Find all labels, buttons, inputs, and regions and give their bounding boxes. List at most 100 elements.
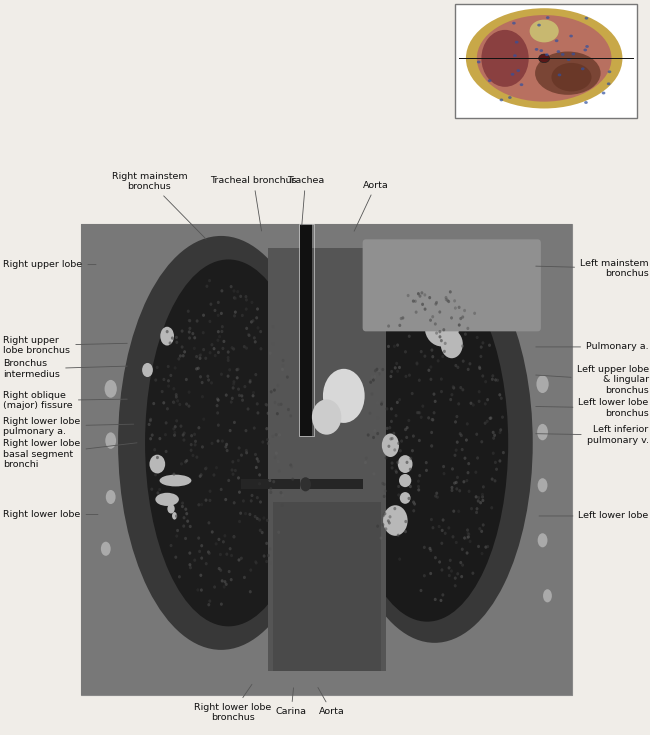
Ellipse shape <box>300 477 311 492</box>
Ellipse shape <box>159 437 161 440</box>
Ellipse shape <box>227 356 229 359</box>
Text: Right lower lobe
pulmonary a.: Right lower lobe pulmonary a. <box>3 417 134 436</box>
Ellipse shape <box>398 557 401 561</box>
Ellipse shape <box>266 438 269 441</box>
Ellipse shape <box>198 550 201 553</box>
Ellipse shape <box>188 390 190 394</box>
Ellipse shape <box>244 429 248 432</box>
Ellipse shape <box>382 514 385 517</box>
Ellipse shape <box>265 560 268 563</box>
Ellipse shape <box>376 525 379 528</box>
Ellipse shape <box>281 364 285 368</box>
Ellipse shape <box>396 534 400 537</box>
Ellipse shape <box>434 556 437 559</box>
Ellipse shape <box>217 301 220 304</box>
Ellipse shape <box>337 243 533 643</box>
Ellipse shape <box>491 378 494 381</box>
Ellipse shape <box>488 79 491 82</box>
Ellipse shape <box>197 367 200 370</box>
Ellipse shape <box>272 325 274 329</box>
Ellipse shape <box>428 547 432 550</box>
Ellipse shape <box>408 497 410 500</box>
Text: Aorta: Aorta <box>318 687 344 716</box>
Ellipse shape <box>530 20 559 43</box>
Ellipse shape <box>245 307 248 311</box>
Ellipse shape <box>463 309 466 312</box>
Ellipse shape <box>234 297 237 300</box>
Ellipse shape <box>484 402 487 406</box>
Text: Right upper
lobe bronchus: Right upper lobe bronchus <box>3 336 127 355</box>
Text: Right lower lobe: Right lower lobe <box>3 510 98 519</box>
Ellipse shape <box>383 505 408 536</box>
Ellipse shape <box>190 443 192 446</box>
Ellipse shape <box>538 533 547 548</box>
Ellipse shape <box>270 390 273 393</box>
Ellipse shape <box>227 375 229 378</box>
Ellipse shape <box>182 354 185 357</box>
Ellipse shape <box>188 327 191 330</box>
Ellipse shape <box>438 310 441 314</box>
Ellipse shape <box>216 314 220 317</box>
Ellipse shape <box>391 462 393 465</box>
Ellipse shape <box>248 334 251 337</box>
Ellipse shape <box>571 53 575 55</box>
Ellipse shape <box>508 96 512 99</box>
Ellipse shape <box>176 399 179 403</box>
Ellipse shape <box>374 369 377 373</box>
Ellipse shape <box>397 442 400 445</box>
Ellipse shape <box>502 451 505 454</box>
Ellipse shape <box>207 603 210 606</box>
Text: Left upper lobe
& lingular
bronchus: Left upper lobe & lingular bronchus <box>536 365 649 395</box>
Ellipse shape <box>500 98 503 101</box>
Ellipse shape <box>287 408 290 411</box>
Ellipse shape <box>446 298 448 302</box>
Ellipse shape <box>492 451 495 455</box>
Ellipse shape <box>149 437 152 440</box>
Ellipse shape <box>430 348 434 352</box>
Ellipse shape <box>216 440 220 442</box>
Ellipse shape <box>166 330 168 333</box>
Ellipse shape <box>450 486 454 490</box>
Ellipse shape <box>208 551 211 555</box>
Ellipse shape <box>193 559 196 562</box>
Ellipse shape <box>224 445 227 448</box>
Ellipse shape <box>481 493 484 496</box>
Ellipse shape <box>400 440 403 442</box>
Ellipse shape <box>445 296 447 299</box>
Ellipse shape <box>430 549 432 552</box>
Ellipse shape <box>400 492 411 503</box>
Ellipse shape <box>434 323 437 326</box>
Ellipse shape <box>466 528 469 531</box>
Ellipse shape <box>476 507 478 510</box>
Ellipse shape <box>411 449 414 452</box>
Ellipse shape <box>274 456 276 459</box>
Ellipse shape <box>255 466 258 469</box>
Ellipse shape <box>220 312 223 315</box>
Ellipse shape <box>460 575 463 578</box>
Ellipse shape <box>441 528 444 532</box>
Ellipse shape <box>202 348 205 351</box>
Ellipse shape <box>448 566 450 570</box>
Ellipse shape <box>372 473 376 476</box>
Ellipse shape <box>551 63 592 91</box>
Ellipse shape <box>435 331 438 334</box>
Ellipse shape <box>465 438 468 442</box>
Ellipse shape <box>238 446 240 450</box>
Ellipse shape <box>454 420 457 423</box>
Ellipse shape <box>286 491 289 494</box>
Ellipse shape <box>417 292 420 295</box>
Ellipse shape <box>216 339 220 342</box>
Ellipse shape <box>416 411 419 415</box>
Ellipse shape <box>254 453 257 456</box>
Ellipse shape <box>390 407 393 411</box>
Ellipse shape <box>449 290 452 293</box>
Ellipse shape <box>209 490 211 493</box>
Ellipse shape <box>280 403 283 406</box>
Ellipse shape <box>484 380 487 384</box>
Ellipse shape <box>472 404 474 406</box>
Ellipse shape <box>249 379 252 382</box>
Ellipse shape <box>393 345 396 348</box>
Ellipse shape <box>391 437 394 440</box>
Ellipse shape <box>214 542 218 545</box>
Ellipse shape <box>236 290 239 293</box>
